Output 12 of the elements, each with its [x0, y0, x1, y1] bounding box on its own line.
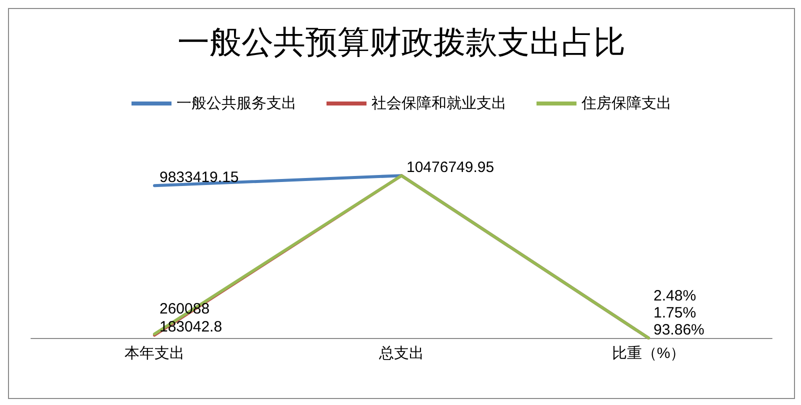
data-label: 93.86% [654, 322, 704, 338]
chart-title: 一般公共预算财政拨款支出占比 [178, 24, 626, 60]
legend-label: 一般公共服务支出 [176, 95, 296, 112]
legend-label: 住房保障支出 [580, 95, 672, 112]
x-tick-label: 本年支出 [124, 345, 184, 362]
data-label: 10476749.95 [406, 159, 494, 176]
x-tick-label: 总支出 [378, 345, 424, 362]
data-label: 2.48% [654, 288, 696, 304]
data-label: 1.75% [654, 304, 696, 322]
legend-label: 社会保障和就业支出 [372, 95, 506, 112]
data-label: 9833419.15 [160, 169, 239, 186]
x-tick-label: 比重（%） [612, 345, 686, 362]
